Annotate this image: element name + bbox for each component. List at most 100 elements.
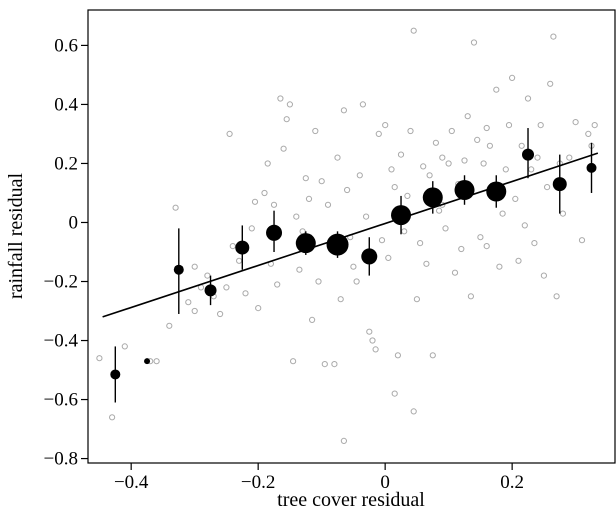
- raw-point: [299, 228, 306, 235]
- raw-point: [572, 119, 579, 126]
- bin-mean-point: [391, 205, 412, 226]
- raw-point: [318, 178, 325, 185]
- raw-point: [204, 272, 211, 279]
- raw-point: [397, 151, 405, 158]
- raw-point: [550, 33, 557, 40]
- raw-point: [286, 101, 293, 108]
- raw-points-layer: [96, 27, 598, 444]
- raw-point: [121, 343, 128, 350]
- raw-point: [401, 228, 408, 235]
- raw-point: [334, 154, 341, 161]
- y-tick-label: 0.6: [54, 35, 78, 56]
- raw-point: [274, 281, 281, 288]
- raw-point: [312, 127, 319, 135]
- raw-point: [315, 278, 322, 285]
- raw-point: [283, 116, 290, 123]
- raw-point: [423, 260, 430, 267]
- raw-point: [356, 172, 363, 179]
- raw-point: [496, 263, 503, 270]
- raw-point: [499, 210, 506, 217]
- bin-mean-point: [266, 224, 283, 241]
- y-tick-label: 0: [69, 212, 79, 233]
- raw-point: [477, 234, 484, 241]
- raw-point: [591, 122, 598, 129]
- raw-point: [467, 293, 474, 300]
- raw-point: [464, 113, 471, 120]
- raw-point: [270, 201, 278, 208]
- bin-mean-point: [326, 233, 349, 256]
- raw-point: [340, 437, 347, 444]
- raw-point: [448, 127, 455, 135]
- bin-mean-point: [204, 284, 217, 297]
- raw-point: [382, 122, 389, 129]
- bin-mean-point: [235, 240, 250, 255]
- raw-point: [340, 107, 347, 114]
- raw-point: [524, 95, 532, 102]
- raw-point: [277, 95, 284, 102]
- bin-mean-point: [486, 181, 507, 202]
- raw-point: [410, 408, 417, 415]
- raw-point: [375, 130, 382, 137]
- raw-point: [391, 390, 398, 397]
- raw-point: [413, 296, 420, 303]
- raw-point: [255, 305, 262, 312]
- fit-line: [102, 152, 599, 318]
- raw-point: [109, 414, 116, 421]
- raw-point: [578, 237, 586, 244]
- raw-point: [407, 127, 414, 135]
- raw-point: [344, 186, 351, 194]
- y-axis-label: rainfall residual: [5, 173, 27, 299]
- bin-mean-point: [522, 148, 535, 161]
- raw-point: [553, 293, 560, 300]
- raw-point: [505, 122, 513, 129]
- x-tick-label: −0.4: [114, 472, 149, 493]
- raw-point: [461, 157, 468, 164]
- raw-point: [223, 284, 230, 291]
- bin-mean-point: [361, 248, 378, 265]
- y-tick-label: −0.6: [44, 390, 78, 411]
- raw-point: [474, 136, 481, 143]
- raw-point: [486, 142, 493, 149]
- raw-point: [166, 322, 173, 329]
- raw-point: [305, 195, 313, 202]
- raw-point: [236, 257, 243, 264]
- raw-point: [217, 310, 224, 318]
- bin-mean-point: [552, 177, 567, 192]
- raw-point: [385, 254, 392, 261]
- raw-point: [378, 237, 386, 244]
- raw-point: [470, 39, 478, 46]
- fit-line-layer: [102, 152, 599, 318]
- raw-point: [309, 316, 316, 323]
- raw-point: [191, 263, 198, 270]
- raw-point: [521, 222, 528, 229]
- raw-point: [372, 346, 379, 353]
- raw-point: [544, 184, 551, 191]
- raw-point: [391, 184, 398, 191]
- raw-point: [404, 192, 411, 199]
- y-axis: −0.8 −0.6 −0.4 −0.2 0 0.2 0.4 0.6: [44, 35, 88, 470]
- raw-point: [410, 27, 417, 34]
- raw-point: [172, 204, 179, 211]
- raw-point: [547, 80, 554, 87]
- raw-point: [302, 175, 309, 182]
- raw-point: [293, 213, 300, 220]
- x-axis: −0.4 −0.2 0 0.2: [114, 463, 524, 493]
- x-axis-label: tree cover residual: [277, 489, 425, 511]
- y-tick-label: −0.8: [44, 449, 78, 470]
- raw-point: [515, 257, 522, 264]
- raw-point: [566, 154, 573, 161]
- raw-point: [264, 160, 271, 167]
- raw-point: [185, 299, 192, 306]
- raw-point: [296, 266, 303, 273]
- bin-mean-point: [110, 369, 121, 380]
- raw-point: [426, 172, 433, 179]
- raw-point: [324, 201, 332, 208]
- raw-point: [280, 145, 287, 152]
- raw-point: [353, 278, 360, 285]
- raw-point: [394, 352, 401, 359]
- raw-point: [331, 361, 338, 368]
- raw-point: [518, 142, 525, 149]
- raw-point: [388, 166, 395, 173]
- raw-point: [337, 296, 344, 303]
- raw-point: [417, 240, 424, 247]
